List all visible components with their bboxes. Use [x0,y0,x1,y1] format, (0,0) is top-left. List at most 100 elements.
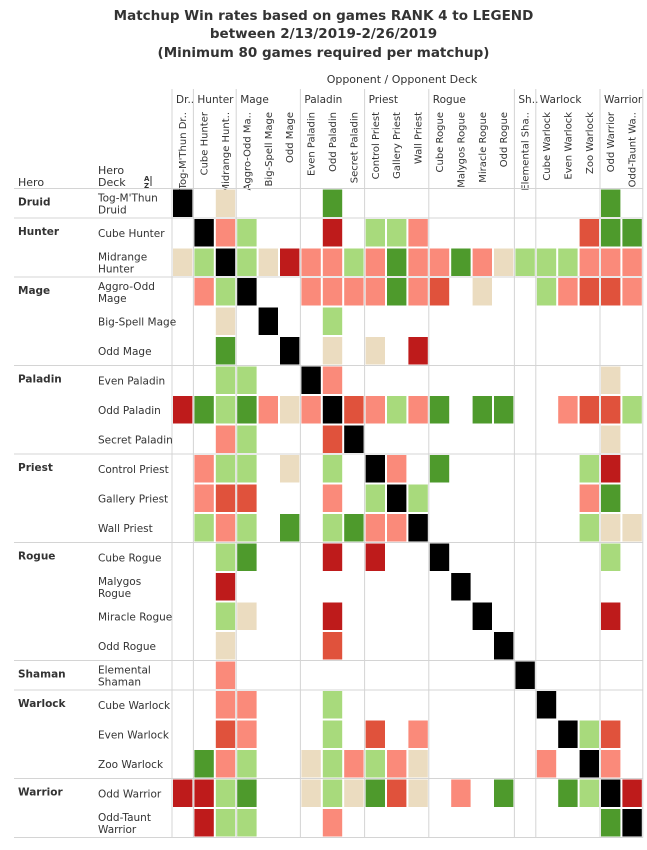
matchup-cell[interactable] [579,720,599,749]
matchup-cell[interactable] [215,366,236,395]
matchup-cell[interactable] [579,514,599,542]
matchup-cell[interactable] [558,779,578,808]
matchup-cell[interactable] [387,396,407,424]
matchup-cell[interactable] [322,396,343,424]
matchup-cell[interactable] [408,720,428,749]
matchup-cell[interactable] [429,278,450,306]
matchup-cell[interactable] [365,720,385,749]
matchup-cell[interactable] [322,632,343,660]
matchup-cell[interactable] [387,484,407,513]
matchup-cell[interactable] [215,573,236,601]
matchup-cell[interactable] [215,514,236,542]
matchup-cell[interactable] [494,396,514,424]
matchup-cell[interactable] [472,278,492,306]
matchup-cell[interactable] [601,602,621,631]
matchup-cell[interactable] [601,809,621,837]
matchup-cell[interactable] [579,396,599,424]
matchup-cell[interactable] [579,779,599,808]
matchup-cell[interactable] [215,219,236,247]
matchup-cell[interactable] [579,455,599,483]
matchup-cell[interactable] [173,779,193,808]
matchup-cell[interactable] [622,248,642,277]
matchup-cell[interactable] [237,514,257,542]
matchup-cell[interactable] [322,809,343,837]
matchup-cell[interactable] [451,248,471,277]
matchup-cell[interactable] [408,750,428,778]
matchup-cell[interactable] [601,779,621,808]
matchup-cell[interactable] [601,455,621,483]
matchup-cell[interactable] [408,779,428,808]
matchup-cell[interactable] [215,425,236,454]
matchup-cell[interactable] [387,779,407,808]
matchup-cell[interactable] [622,278,642,306]
matchup-cell[interactable] [387,455,407,483]
matchup-cell[interactable] [365,779,385,808]
matchup-cell[interactable] [194,248,214,277]
matchup-cell[interactable] [451,573,471,601]
matchup-cell[interactable] [280,248,300,277]
matchup-cell[interactable] [215,720,236,749]
matchup-cell[interactable] [601,278,621,306]
matchup-cell[interactable] [237,425,257,454]
matchup-cell[interactable] [558,248,578,277]
matchup-cell[interactable] [601,425,621,454]
matchup-cell[interactable] [408,219,428,247]
matchup-cell[interactable] [194,779,214,808]
matchup-cell[interactable] [387,750,407,778]
matchup-cell[interactable] [472,396,492,424]
matchup-cell[interactable] [322,219,343,247]
matchup-cell[interactable] [515,661,535,690]
matchup-cell[interactable] [536,750,557,778]
matchup-cell[interactable] [215,661,236,690]
matchup-cell[interactable] [429,248,450,277]
matchup-cell[interactable] [622,809,642,837]
matchup-cell[interactable] [215,396,236,424]
matchup-cell[interactable] [322,248,343,277]
matchup-cell[interactable] [601,189,621,218]
matchup-cell[interactable] [322,720,343,749]
matchup-cell[interactable] [237,750,257,778]
matchup-cell[interactable] [601,514,621,542]
matchup-cell[interactable] [387,248,407,277]
matchup-cell[interactable] [322,455,343,483]
matchup-cell[interactable] [344,425,364,454]
matchup-cell[interactable] [194,484,214,513]
matchup-cell[interactable] [494,632,514,660]
matchup-cell[interactable] [280,396,300,424]
matchup-cell[interactable] [194,809,214,837]
matchup-cell[interactable] [601,219,621,247]
matchup-cell[interactable] [601,248,621,277]
matchup-cell[interactable] [429,543,450,572]
matchup-cell[interactable] [215,307,236,336]
matchup-cell[interactable] [215,779,236,808]
matchup-cell[interactable] [280,455,300,483]
sort-icon[interactable]: A Z [144,175,152,190]
matchup-cell[interactable] [344,750,364,778]
matchup-cell[interactable] [237,366,257,395]
matchup-cell[interactable] [215,337,236,365]
matchup-cell[interactable] [344,779,364,808]
matchup-cell[interactable] [622,219,642,247]
matchup-cell[interactable] [215,632,236,660]
matchup-cell[interactable] [322,189,343,218]
matchup-cell[interactable] [215,543,236,572]
matchup-cell[interactable] [258,248,278,277]
matchup-cell[interactable] [579,219,599,247]
matchup-cell[interactable] [601,543,621,572]
matchup-cell[interactable] [601,366,621,395]
matchup-cell[interactable] [194,514,214,542]
matchup-cell[interactable] [365,750,385,778]
matchup-cell[interactable] [322,543,343,572]
matchup-cell[interactable] [558,396,578,424]
matchup-cell[interactable] [215,602,236,631]
matchup-cell[interactable] [301,366,321,395]
matchup-cell[interactable] [536,248,557,277]
matchup-cell[interactable] [194,278,214,306]
matchup-cell[interactable] [215,691,236,719]
matchup-cell[interactable] [322,307,343,336]
matchup-cell[interactable] [237,248,257,277]
matchup-cell[interactable] [344,248,364,277]
matchup-cell[interactable] [365,455,385,483]
matchup-cell[interactable] [237,779,257,808]
matchup-cell[interactable] [194,219,214,247]
